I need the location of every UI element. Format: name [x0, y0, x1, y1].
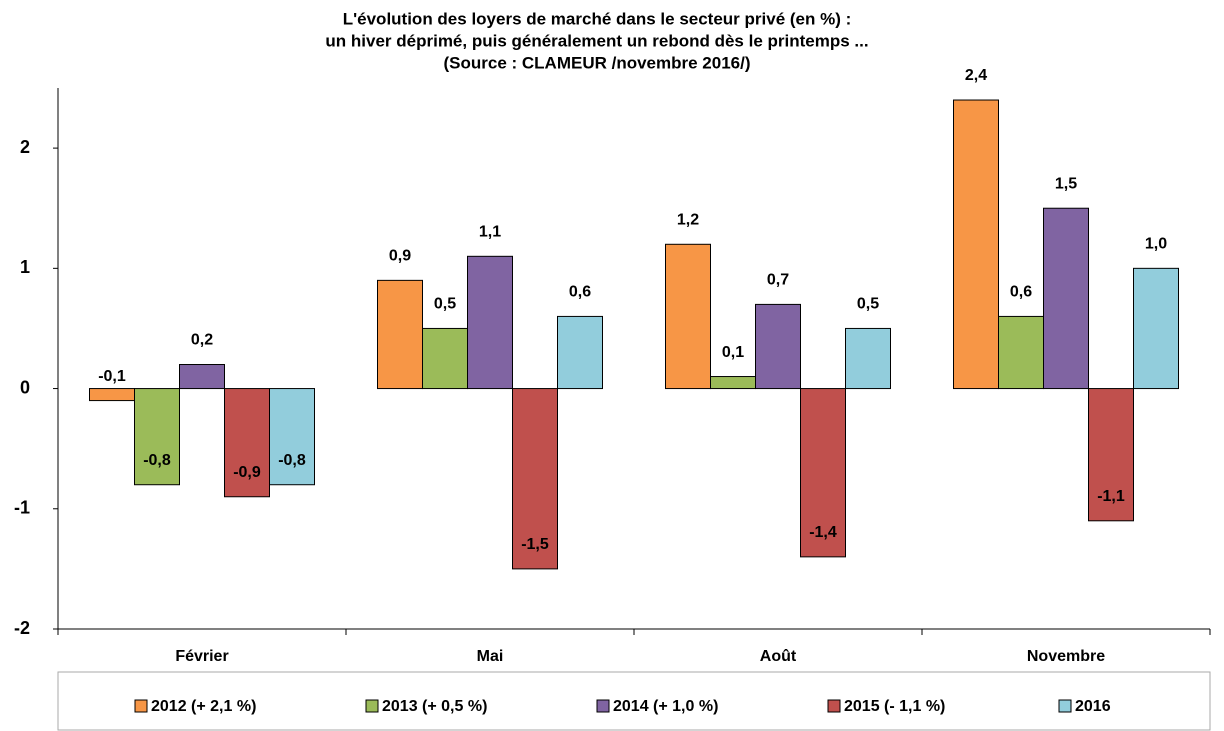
bar: [557, 315, 603, 390]
value-label: 0,5: [434, 296, 456, 313]
chart-title: un hiver déprimé, puis généralement un r…: [325, 31, 868, 50]
value-label: -1,5: [521, 536, 549, 553]
bar: [800, 388, 846, 558]
legend-swatch: [1058, 699, 1072, 713]
legend-label: 2013 (+ 0,5 %): [382, 698, 487, 715]
y-tick-label: 2: [20, 137, 30, 157]
bar: [953, 99, 999, 390]
value-label: 0,2: [191, 332, 213, 349]
legend-label: 2016: [1075, 698, 1111, 715]
value-label: 0,6: [569, 284, 591, 301]
bar: [755, 303, 801, 390]
value-label: 0,7: [767, 272, 789, 289]
value-label: 0,9: [389, 248, 411, 265]
bar: [710, 376, 756, 390]
value-label: 0,1: [722, 344, 744, 361]
x-tick-label: Août: [760, 648, 797, 665]
y-tick-label: -2: [14, 618, 30, 638]
bar: [179, 364, 225, 390]
x-tick-label: Mai: [477, 648, 504, 665]
y-tick-label: 0: [20, 377, 30, 397]
legend-label: 2015 (- 1,1 %): [844, 698, 945, 715]
value-label: -0,8: [278, 452, 306, 469]
bar: [467, 255, 513, 390]
chart-title: L'évolution des loyers de marché dans le…: [343, 9, 852, 28]
bar: [377, 279, 423, 390]
y-tick-label: 1: [20, 257, 30, 277]
bar: [998, 315, 1044, 390]
legend-box: [57, 671, 1211, 731]
value-label: 2,4: [965, 67, 987, 84]
legend-label: 2012 (+ 2,1 %): [151, 698, 256, 715]
value-label: 0,6: [1010, 284, 1032, 301]
bar: [1133, 267, 1179, 390]
value-label: -1,1: [1097, 488, 1125, 505]
bar: [224, 388, 270, 498]
value-label: -0,8: [143, 452, 171, 469]
bar: [134, 388, 180, 486]
value-label: 1,1: [479, 224, 501, 241]
legend-swatch: [134, 699, 148, 713]
value-label: -1,4: [809, 524, 837, 541]
x-tick-label: Novembre: [1027, 648, 1105, 665]
bar: [665, 243, 711, 390]
legend-swatch: [827, 699, 841, 713]
x-tick-label: Février: [175, 648, 228, 665]
value-label: -0,1: [98, 368, 126, 385]
legend-label: 2014 (+ 1,0 %): [613, 698, 718, 715]
value-label: 0,5: [857, 296, 879, 313]
bar: [422, 327, 468, 390]
bar: [1088, 388, 1134, 522]
bar: [269, 388, 315, 486]
bar: [89, 388, 135, 402]
y-tick-label: -1: [14, 498, 30, 518]
value-label: 1,2: [677, 212, 699, 229]
legend-swatch: [365, 699, 379, 713]
bar: [845, 327, 891, 390]
value-label: 1,0: [1145, 236, 1167, 253]
bar: [512, 388, 558, 570]
value-label: 1,5: [1055, 175, 1077, 192]
legend-swatch: [596, 699, 610, 713]
chart-title: (Source : CLAMEUR /novembre 2016/): [443, 53, 750, 72]
value-label: -0,9: [233, 464, 261, 481]
bar: [1043, 207, 1089, 390]
